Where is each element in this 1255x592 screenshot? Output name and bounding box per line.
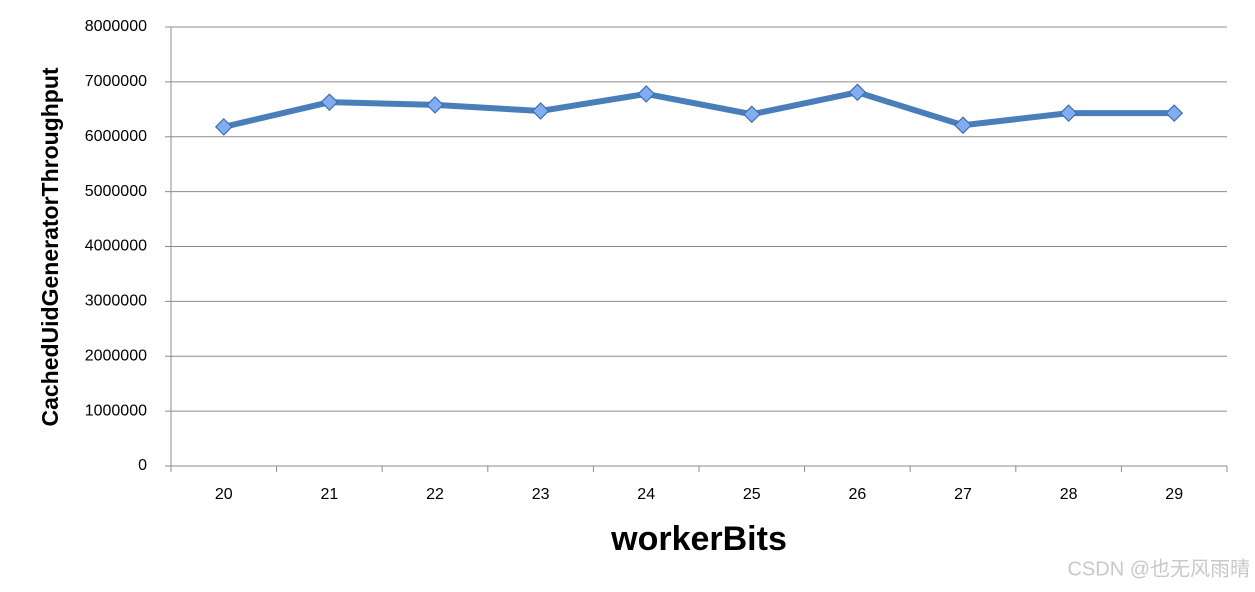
x-tick-label: 28 (1060, 486, 1078, 503)
y-tick-label: 0 (138, 457, 147, 474)
y-tick-label: 2000000 (85, 347, 147, 364)
x-axis-label: workerBits (610, 520, 787, 558)
y-axis-label: CachedUidGeneratorThroughput (37, 67, 63, 426)
watermark: CSDN @也无风雨晴 (1067, 557, 1250, 580)
y-tick-label: 1000000 (85, 402, 147, 419)
marker (320, 93, 339, 112)
marker (531, 102, 550, 120)
y-tick-label: 8000000 (85, 18, 147, 35)
marker (426, 96, 444, 114)
marker (1165, 104, 1184, 123)
x-tick-label: 26 (849, 486, 867, 503)
marker (848, 83, 867, 102)
marker (637, 85, 656, 103)
marker (954, 116, 972, 135)
marker (1059, 104, 1078, 123)
x-tick-label: 29 (1165, 486, 1183, 503)
y-tick-label: 7000000 (85, 73, 147, 90)
x-tick-label: 24 (637, 486, 655, 503)
x-tick-label: 20 (215, 486, 233, 503)
x-tick-label: 22 (426, 486, 444, 503)
x-tick-label: 23 (532, 486, 550, 503)
line (223, 89, 1175, 130)
y-tick-label: 6000000 (85, 128, 147, 145)
marker (742, 105, 761, 124)
y-tick-label: 4000000 (85, 238, 147, 255)
x-tick-label: 25 (743, 486, 761, 503)
x-tick-label: 27 (954, 486, 972, 503)
x-tick-label: 21 (321, 486, 339, 503)
y-tick-label: 3000000 (85, 293, 147, 310)
y-tick-label: 5000000 (85, 183, 147, 200)
marker (214, 118, 233, 136)
